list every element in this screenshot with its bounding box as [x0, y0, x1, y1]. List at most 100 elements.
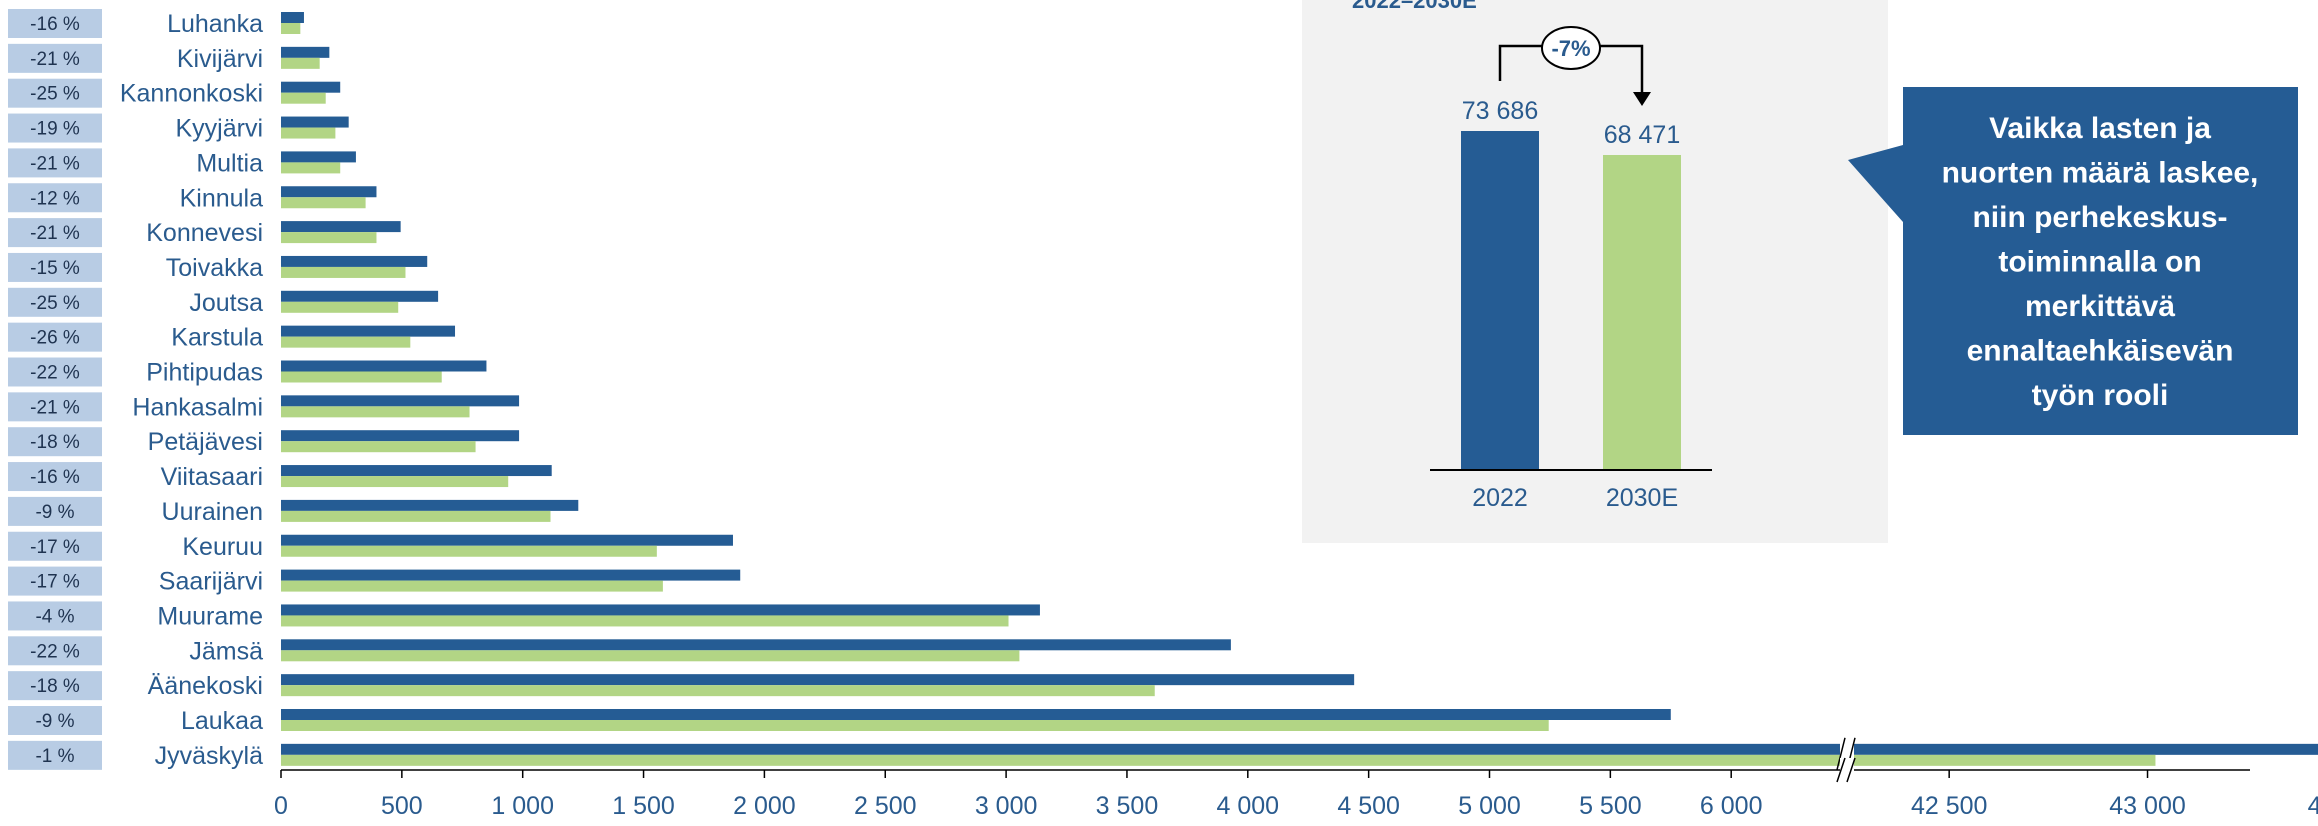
change-label-box: [8, 636, 102, 666]
municipality-label: Viitasaari: [161, 463, 263, 491]
change-label-box: [8, 462, 102, 492]
change-label: -25 %: [30, 293, 80, 314]
bar-2022: [281, 709, 1671, 720]
callout-line: niin perhekeskus-: [1972, 201, 2227, 234]
bar-2030e: [281, 580, 663, 592]
x-tick-label: 43 000: [2109, 792, 2185, 820]
bar-2030e: [281, 57, 320, 69]
bar-2022: [281, 116, 349, 128]
bar-group: [281, 12, 2318, 771]
callout-line: ennaltaehkäisevän: [1967, 335, 2234, 368]
bar-2022: [281, 81, 341, 93]
callout-line: nuorten määrä laskee,: [1942, 157, 2259, 190]
bar-2030e: [281, 301, 399, 313]
change-label: -25 %: [30, 84, 80, 105]
change-label: -21 %: [30, 397, 80, 418]
bar-2030e: [281, 720, 1549, 731]
municipality-label: Äänekoski: [148, 672, 263, 700]
x-tick-label: 3 500: [1096, 792, 1159, 820]
change-badge: [1541, 26, 1601, 70]
bar-2030e: [281, 754, 2156, 766]
bar-2022: [281, 499, 579, 511]
change-label: -21 %: [30, 223, 80, 244]
change-label-box: [8, 78, 102, 108]
change-label: -16 %: [30, 14, 80, 35]
municipality-label: Luhanka: [167, 10, 263, 38]
change-label: -26 %: [30, 328, 80, 349]
x-tick-label: 3 000: [975, 792, 1038, 820]
x-tick-label: 4 000: [1217, 792, 1280, 820]
bar-2030e: [281, 162, 341, 174]
inset-background: [1302, 0, 1888, 543]
bar-2022: [281, 12, 304, 23]
change-label: -18 %: [30, 676, 80, 697]
bar-2022: [281, 743, 2318, 755]
inset-value-label: 73 686: [1462, 97, 1538, 125]
x-tick-label: 6 000: [1700, 792, 1763, 820]
bar-2022: [281, 569, 741, 581]
bar-2022: [281, 430, 520, 442]
municipality-label: Joutsa: [189, 289, 263, 317]
bar-2022: [281, 186, 377, 198]
change-arrow-head: [1633, 92, 1651, 106]
total-inset-chart: 2022–2030E -7% 73 686 2022 68 471 2030E: [1302, 0, 1888, 543]
x-tick-label: 2 500: [854, 792, 917, 820]
inset-category-label: 2030E: [1606, 484, 1678, 512]
change-label: -15 %: [30, 258, 80, 279]
x-tick-label: 5 000: [1458, 792, 1521, 820]
callout-box: Vaikka lasten ja nuorten määrä laskee, nii…: [1848, 87, 2298, 435]
municipality-label: Uurainen: [162, 498, 263, 526]
bar-2022: [281, 360, 487, 372]
x-tick-label: 42 500: [1911, 792, 1987, 820]
change-label-box: [8, 9, 102, 38]
callout-line: toiminnalla on: [1998, 246, 2201, 279]
change-label: -4 %: [35, 606, 74, 627]
x-tick-label: 0: [274, 792, 288, 820]
inset-bar-2022: [1461, 131, 1539, 470]
bar-2030e: [281, 650, 1020, 662]
change-label: -16 %: [30, 467, 80, 488]
municipality-label: Karstula: [171, 324, 263, 352]
change-label-column: -16 % -21 % -25 % -19 % -21 % -12 % -21 % -15 %…: [8, 9, 102, 770]
municipality-label: Kannonkoski: [120, 80, 263, 108]
change-label-box: [8, 496, 102, 526]
municipality-label: Laukaa: [181, 707, 263, 735]
municipality-label: Toivakka: [166, 254, 263, 282]
bar-2022: [281, 604, 1040, 616]
x-tick-label: 43 500: [2308, 792, 2318, 820]
change-label: -17 %: [30, 572, 80, 593]
callout-shape: [1848, 87, 2298, 435]
x-tick-label: 4 500: [1337, 792, 1400, 820]
change-label-box: [8, 287, 102, 317]
change-label-box: [8, 113, 102, 143]
bar-2022: [281, 290, 439, 302]
inset-bars: 73 686 2022 68 471 2030E: [1461, 97, 1681, 512]
inset-title: 2022–2030E: [1352, 0, 1477, 13]
inset-value-label: 68 471: [1604, 121, 1680, 149]
bar-2022: [281, 674, 1355, 686]
change-label: -21 %: [30, 153, 80, 174]
municipality-label: Pihtipudas: [146, 359, 263, 387]
change-label-box: [8, 566, 102, 596]
bar-2030e: [281, 232, 377, 244]
axis-break-gap: [1840, 758, 1854, 782]
change-label: -1 %: [35, 746, 74, 767]
inset-category-label: 2022: [1472, 484, 1528, 512]
change-arrow-line: [1498, 44, 1644, 96]
callout-line: merkittävä: [2025, 290, 2175, 323]
x-tick-label: 1 000: [491, 792, 554, 820]
bar-2030e: [281, 127, 336, 139]
axis-break-mark: [1846, 757, 1856, 783]
change-label-box: [8, 148, 102, 178]
municipality-name-column: Luhanka Kivijärvi Kannonkoski Kyyjärvi Multi…: [120, 10, 263, 770]
change-label-box: [8, 671, 102, 701]
bar-2030e: [281, 371, 442, 383]
bar-2022: [281, 46, 330, 58]
x-tick-label: 2 000: [733, 792, 796, 820]
bar-2030e: [281, 685, 1155, 697]
bar-2030e: [281, 476, 509, 488]
municipality-label: Hankasalmi: [132, 393, 263, 421]
x-tick-label: 500: [381, 792, 423, 820]
bar-2030e: [281, 406, 470, 418]
